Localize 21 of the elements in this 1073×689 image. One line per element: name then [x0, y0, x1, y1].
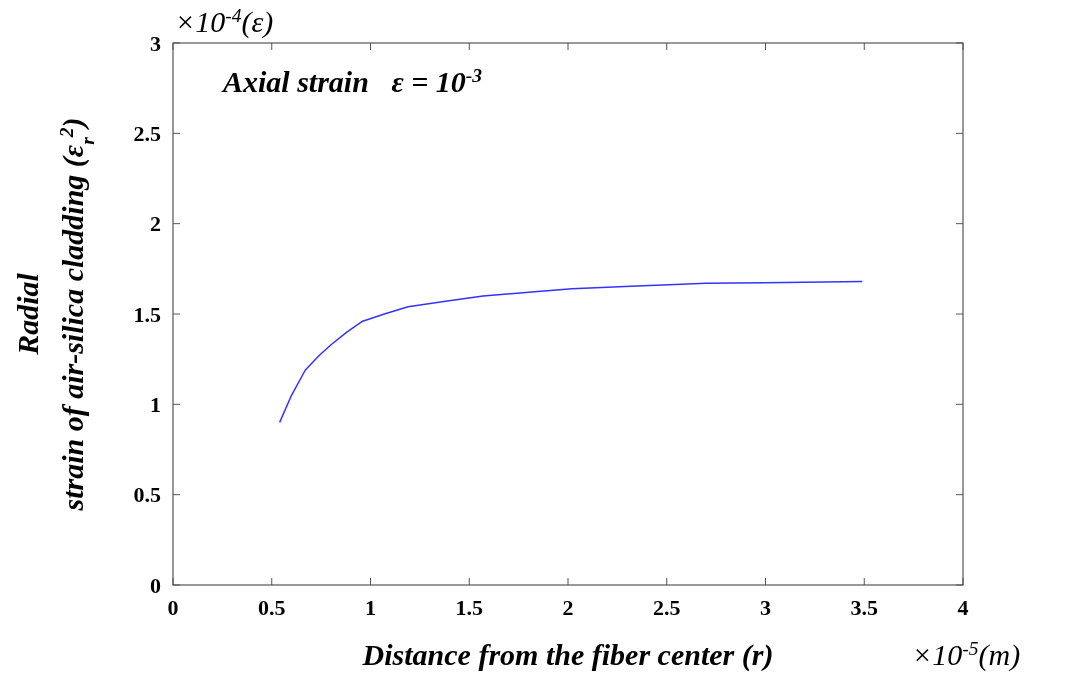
x-tick-label: 2 — [562, 595, 574, 620]
y-tick-label: 0 — [150, 572, 161, 598]
annotation: Axial strain ε = 10$^{-3}$ — [221, 64, 483, 98]
y-tick-label: 2 — [150, 211, 161, 237]
y-tick-label: 2.5 — [133, 121, 161, 147]
x-tick-label: 0.5 — [258, 595, 286, 620]
y-tick-label: 1 — [150, 392, 161, 418]
x-tick-label: 3 — [760, 595, 771, 620]
line-series — [278, 280, 864, 424]
x-tick-label: 1 — [365, 595, 376, 620]
y-tick-label: 3 — [150, 30, 161, 56]
y-tick-label: 1.5 — [133, 301, 161, 327]
x-tick-label: 3.5 — [850, 595, 878, 620]
text: ×10$^{-4}$(ε) — [175, 4, 274, 39]
x-tick-label: 2.5 — [653, 595, 681, 620]
x-tick-label: 4 — [957, 595, 969, 620]
y-tick-label: 0.5 — [133, 482, 161, 508]
x-tick-label: 1.5 — [455, 595, 483, 620]
x-tick-label: 0 — [167, 595, 179, 620]
text: ×10$^{-5}$(m) — [912, 637, 1021, 672]
x-axis-title: Distance from the fiber center (r) — [361, 638, 774, 672]
